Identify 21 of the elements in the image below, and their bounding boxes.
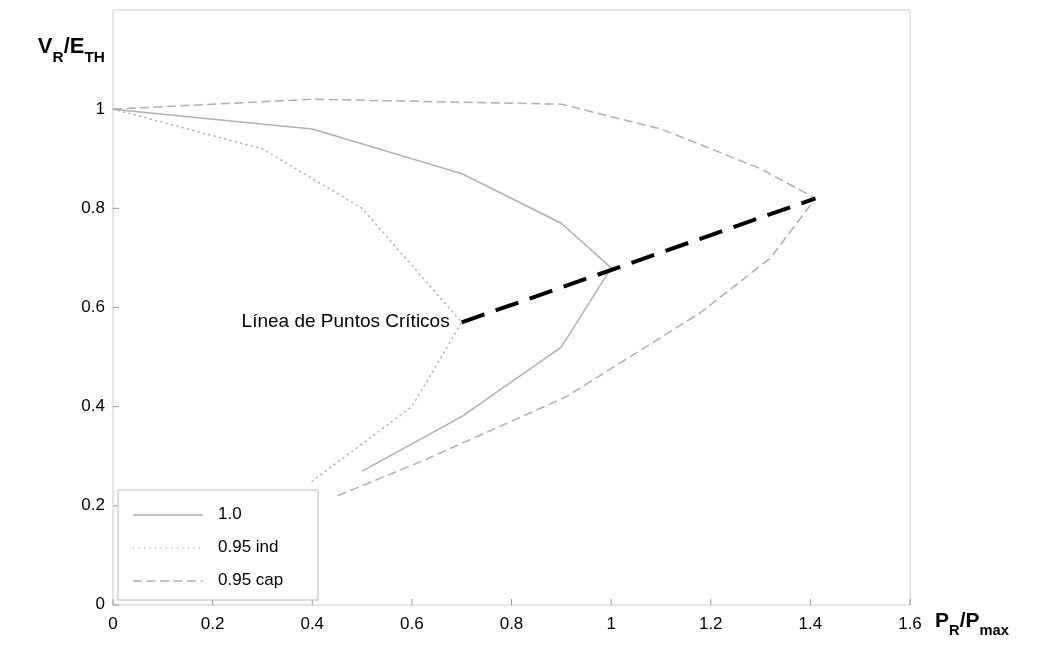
y-tick-label: 1 xyxy=(95,98,105,118)
y-tick-label: 0.4 xyxy=(81,396,105,416)
x-tick-label: 0.2 xyxy=(200,614,225,633)
x-tick-label: 1.4 xyxy=(798,614,823,633)
legend-label: 0.95 ind xyxy=(218,537,279,557)
annotation: Línea de Puntos Críticos xyxy=(241,310,450,332)
y-tick-label: 0.2 xyxy=(81,495,105,515)
y-tick-label: 0 xyxy=(95,594,105,614)
y-tick-label: 0.6 xyxy=(81,296,105,316)
x-tick-label: 1 xyxy=(606,614,616,633)
legend-label: 1.0 xyxy=(218,504,242,524)
y-axis-title: V$_{R}$/E$_{TH}$ xyxy=(37,33,105,65)
x-tick-label: 0.8 xyxy=(499,614,524,633)
y-tick-label: 0.8 xyxy=(81,197,105,217)
x-tick-label: 0.4 xyxy=(300,614,325,633)
x-tick-label: 1.6 xyxy=(898,614,922,633)
legend-label: 0.95 cap xyxy=(218,570,284,590)
x-tick-label: 0 xyxy=(108,614,118,633)
x-tick-label: 1.2 xyxy=(698,614,723,633)
x-axis-title: P$_{R}$/P$_{max}$ xyxy=(935,608,1010,638)
x-tick-label: 0.6 xyxy=(400,614,424,633)
